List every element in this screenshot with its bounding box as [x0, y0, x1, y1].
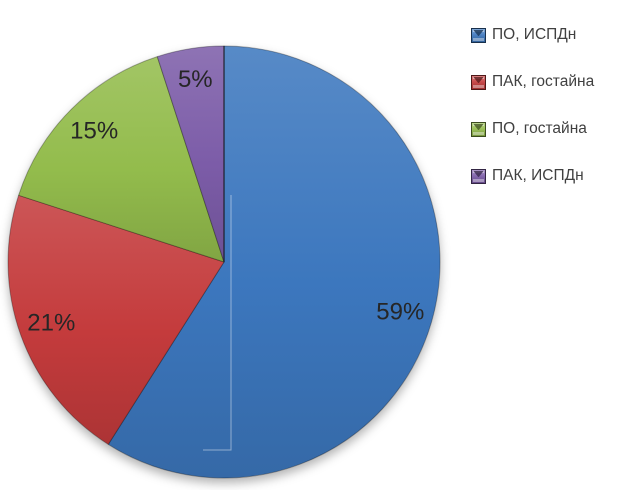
swatch-bevel-glow [473, 131, 484, 135]
swatch-bevel-triangle [473, 123, 484, 131]
swatch-bevel-glow [473, 178, 484, 182]
legend-label: ПО, гостайна [492, 120, 587, 137]
data-label-2: 15% [70, 118, 118, 145]
legend-swatch-icon [471, 168, 486, 184]
swatch-bevel-triangle [473, 29, 484, 37]
swatch-bevel-glow [473, 84, 484, 88]
legend-label: ПАК, ИСПДн [492, 167, 584, 184]
label-leader-line [203, 195, 232, 451]
legend-item-1[interactable]: ПАК, гостайна [471, 72, 594, 92]
pie-slice-2[interactable] [18, 56, 225, 263]
legend-swatch-icon [471, 74, 486, 90]
swatch-bevel-triangle [473, 76, 484, 84]
chart-legend: ПО, ИСПДн ПАК, гостайна ПО, гостайна ПАК, И… [471, 25, 594, 186]
legend-swatch-icon [471, 121, 486, 137]
legend-item-2[interactable]: ПО, гостайна [471, 119, 594, 139]
pie-slice-0[interactable] [107, 45, 441, 479]
pie-slice-1[interactable] [7, 194, 225, 445]
legend-swatch-icon [471, 27, 486, 43]
data-label-3: 5% [178, 66, 213, 93]
swatch-bevel-triangle [473, 170, 484, 178]
pie-group [7, 45, 441, 479]
legend-item-3[interactable]: ПАК, ИСПДн [471, 166, 594, 186]
legend-label: ПО, ИСПДн [492, 26, 577, 43]
swatch-bevel-glow [473, 37, 484, 41]
legend-label: ПАК, гостайна [492, 73, 595, 90]
data-label-1: 21% [27, 310, 75, 337]
data-label-0: 59% [376, 299, 424, 326]
legend-item-0[interactable]: ПО, ИСПДн [471, 25, 594, 45]
